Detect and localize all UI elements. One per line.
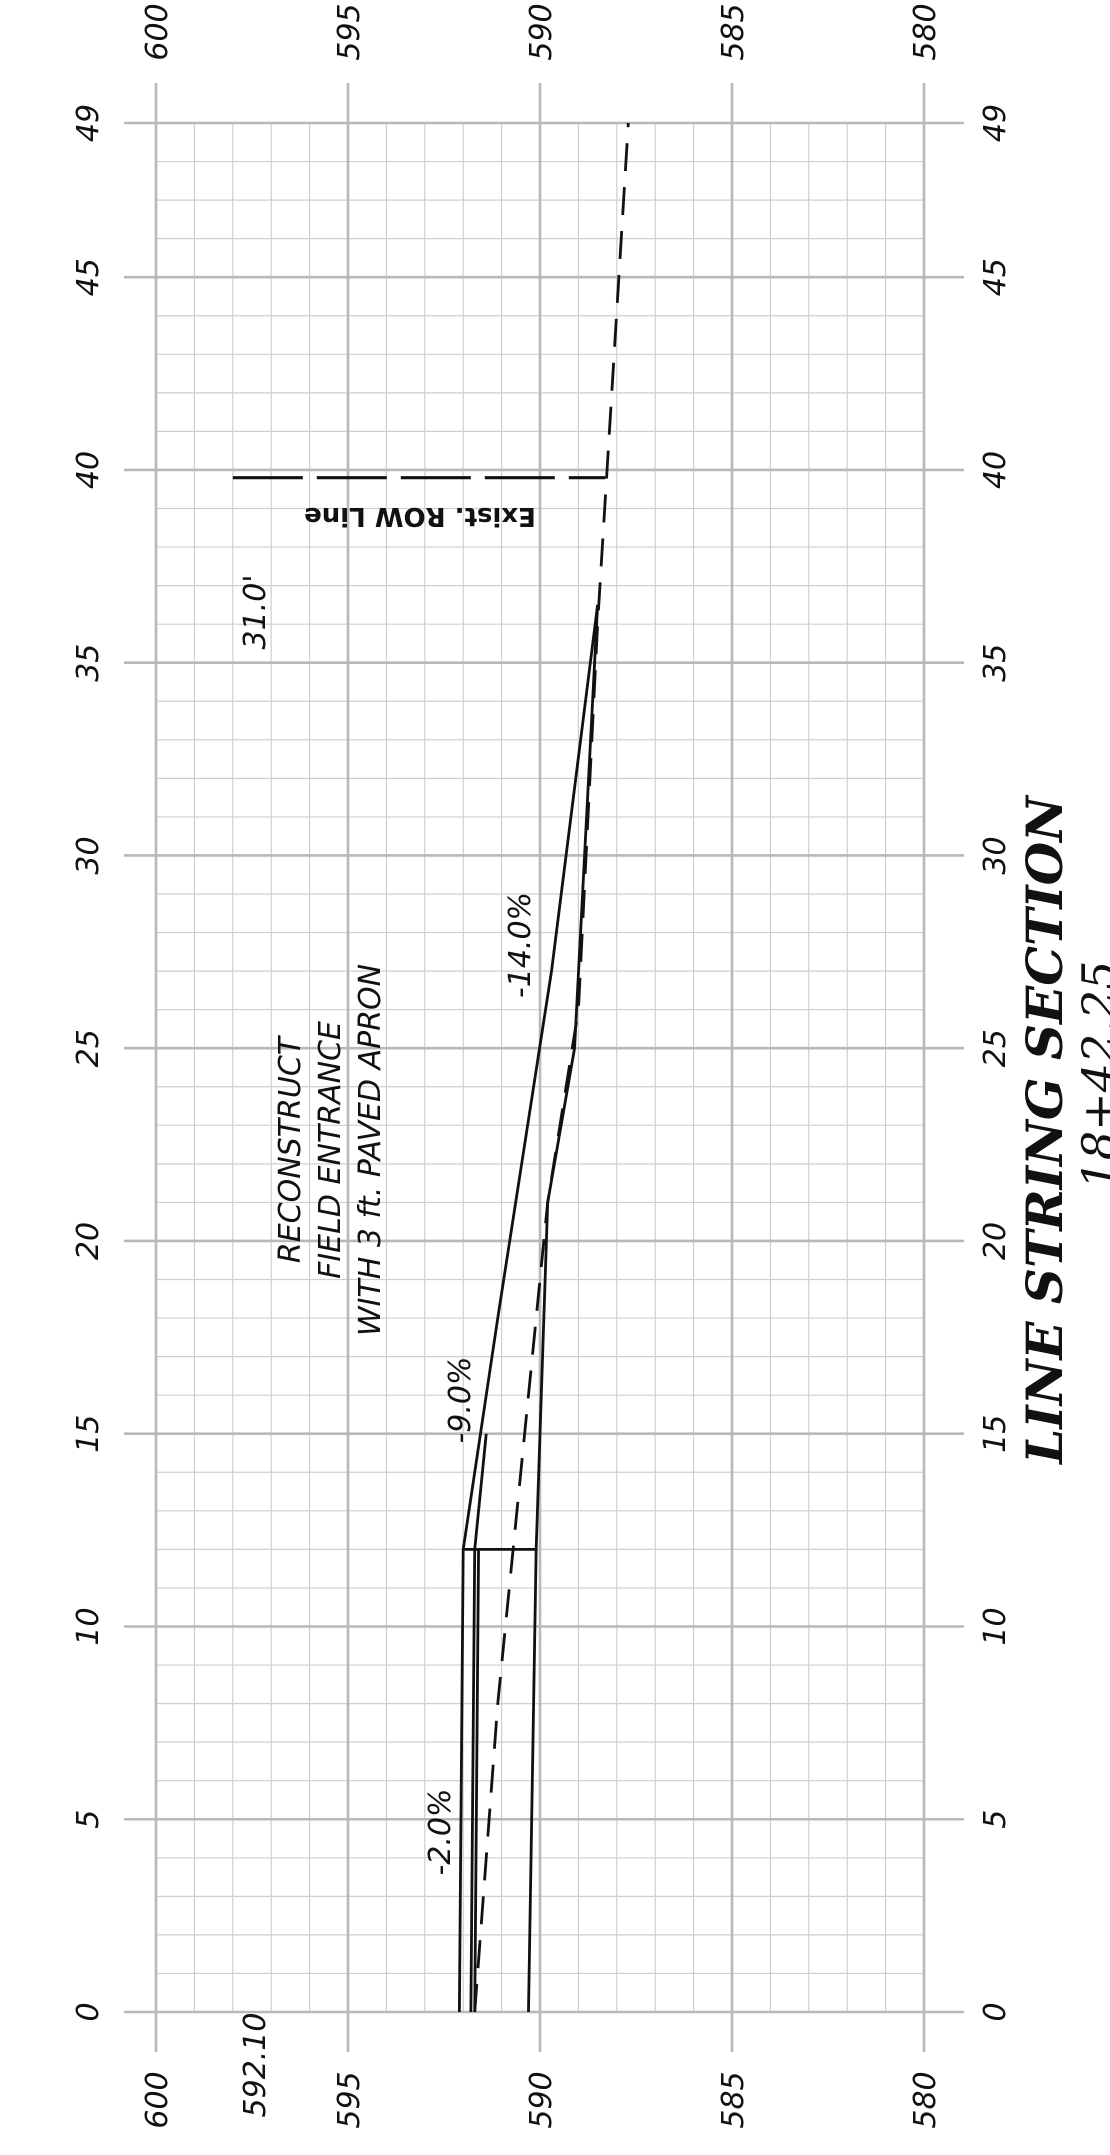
offset-tick-label: 35 — [978, 644, 1013, 682]
offset-tick-label: 15 — [978, 1415, 1013, 1453]
proposed-section-line — [469, 1433, 488, 2013]
station-label: 18+42.25 — [1072, 961, 1110, 1190]
elevation-tick-label: 595 — [332, 2071, 367, 2128]
slope-label-2: -9.0% — [443, 1356, 478, 1443]
offset-tick-label: 40 — [978, 451, 1013, 489]
note-line-2: FIELD ENTRANCE — [313, 1021, 348, 1279]
elevation-tick-label: 595 — [332, 3, 367, 60]
row-line-label: Exist. ROW Line — [304, 501, 536, 531]
right-offset-label: 31.0' — [238, 574, 273, 649]
offset-tick-label: 30 — [978, 836, 1013, 874]
existing-ground-line — [473, 122, 630, 2013]
offset-tick-label: 45 — [71, 258, 106, 296]
proposed-section-line — [457, 604, 599, 2013]
offset-tick-label: 10 — [978, 1607, 1013, 1645]
offset-tick-label: 0 — [978, 2002, 1013, 2021]
elevation-tick-label: 600 — [140, 3, 175, 60]
offset-axis-labels-left: 0 5 10 15 20 25 30 35 40 45 49 — [71, 104, 106, 2022]
elevation-tick-label: 580 — [908, 3, 943, 60]
offset-tick-label: 20 — [71, 1222, 106, 1260]
elevation-tick-label: 590 — [524, 3, 559, 60]
elevation-tick-label: 590 — [524, 2071, 559, 2128]
slope-label-1: -2.0% — [423, 1788, 458, 1875]
profile-lines — [457, 122, 630, 2013]
offset-tick-label: 40 — [71, 451, 106, 489]
offset-tick-label: 49 — [71, 104, 106, 142]
elevation-tick-label: 585 — [716, 3, 751, 60]
offset-tick-label: 35 — [71, 644, 106, 682]
offset-tick-label: 25 — [978, 1029, 1013, 1067]
offset-tick-label: 0 — [71, 2002, 106, 2021]
sheet-title: LINE STRING SECTION — [1015, 794, 1074, 1466]
offset-tick-label: 25 — [71, 1029, 106, 1067]
elevation-axis-labels-top: 600 595 590 585 580 — [140, 3, 943, 60]
offset-axis-labels-right: 0 5 10 15 20 25 30 35 40 45 49 — [978, 104, 1013, 2022]
offset-tick-label: 45 — [978, 258, 1013, 296]
elevation-tick-label: 580 — [908, 2071, 943, 2128]
elevation-tick-label: 585 — [716, 2071, 751, 2128]
note-line-1: RECONSTRUCT — [273, 1034, 308, 1263]
offset-tick-label: 15 — [71, 1415, 106, 1453]
offset-tick-label: 5 — [71, 1810, 106, 1829]
offset-tick-label: 30 — [71, 836, 106, 874]
proposed-section-line — [473, 1549, 480, 2013]
offset-tick-label: 20 — [978, 1222, 1013, 1260]
offset-tick-label: 49 — [978, 104, 1013, 142]
elevation-axis-labels-bottom: 600 595 590 585 580 — [140, 2071, 943, 2128]
offset-tick-label: 5 — [978, 1810, 1013, 1829]
note-line-3: WITH 3 ft. PAVED APRON — [353, 964, 388, 1336]
left-elevation-label: 592.10 — [238, 2013, 273, 2118]
offset-tick-label: 10 — [71, 1607, 106, 1645]
grid — [124, 83, 964, 2052]
slope-label-3: -14.0% — [503, 892, 538, 998]
elevation-tick-label: 600 — [140, 2071, 175, 2128]
